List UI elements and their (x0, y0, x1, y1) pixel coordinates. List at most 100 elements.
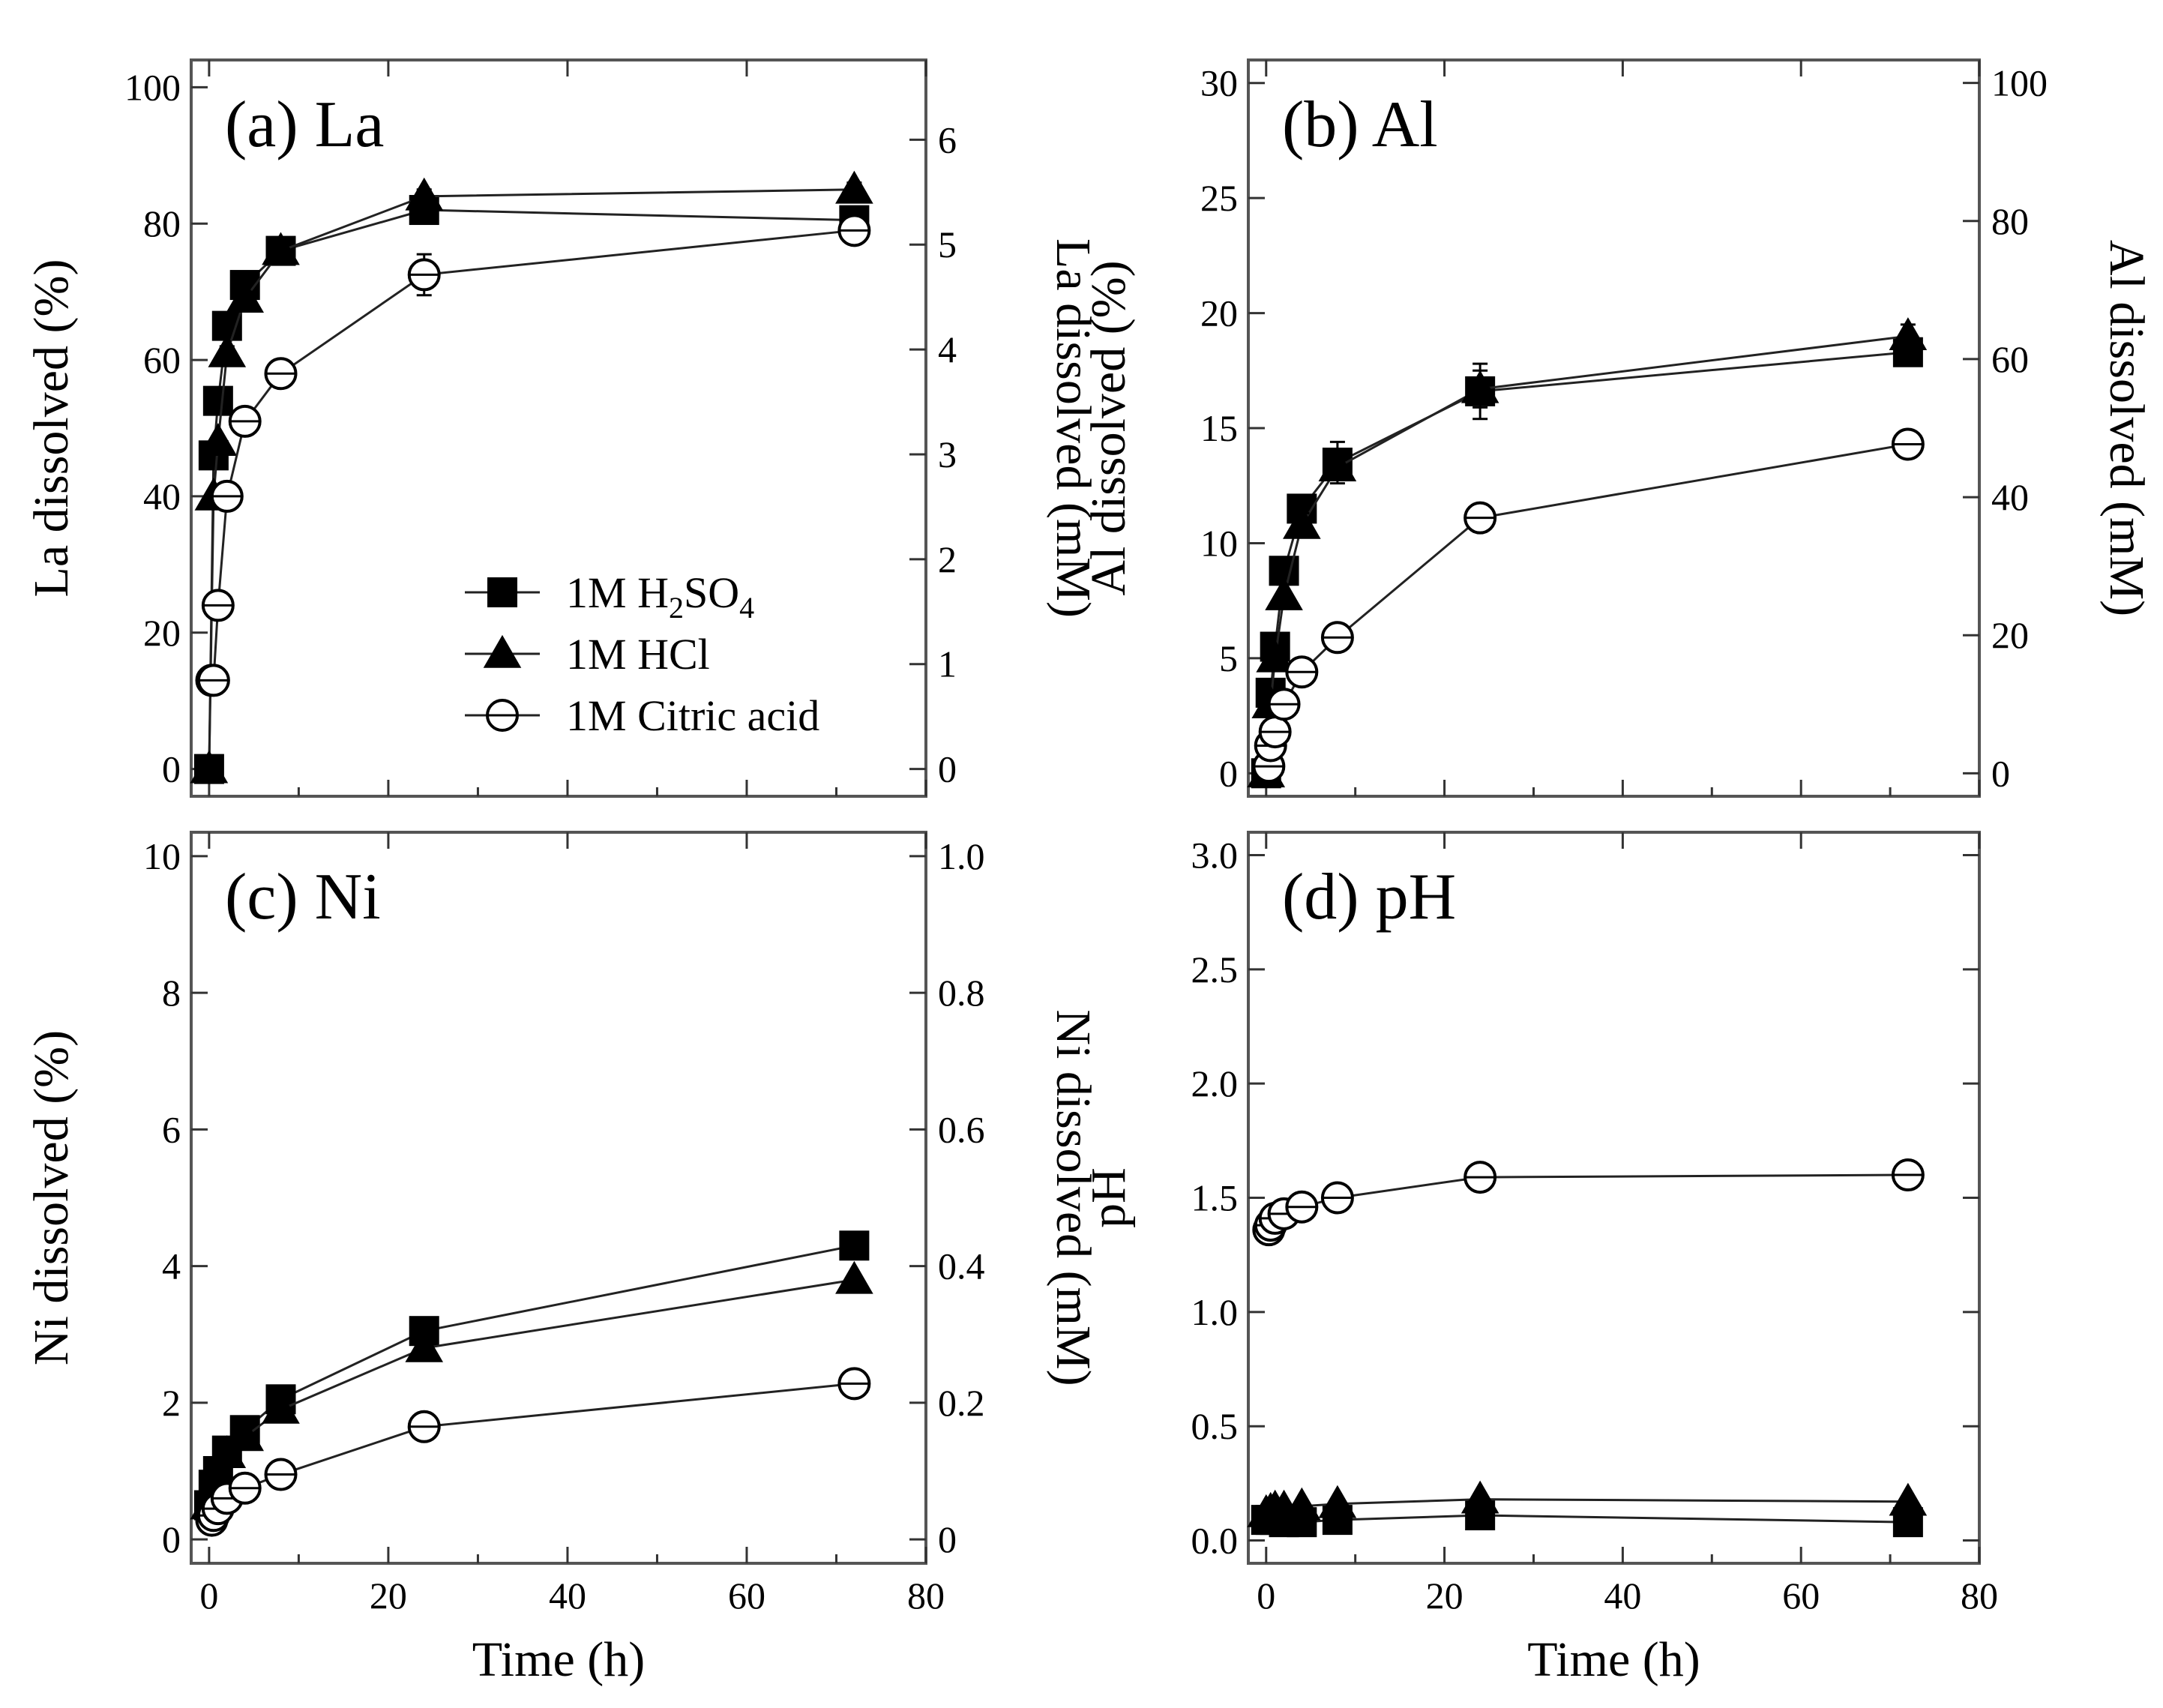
series-line (208, 208, 855, 769)
data-point (405, 1329, 444, 1362)
plot-frame (190, 831, 927, 1565)
series-square (1251, 1500, 1923, 1538)
plot-frame (1247, 831, 1981, 1565)
y-tick-label: 8 (162, 972, 181, 1014)
x-tick-label: 0 (199, 1575, 218, 1617)
data-point (1460, 1480, 1499, 1514)
y2-tick-label: 0.8 (938, 972, 985, 1014)
y-tick-label: 5 (1219, 637, 1238, 679)
y-tick-label: 20 (1200, 292, 1238, 334)
data-point (199, 1455, 238, 1489)
panel-title: (d) pH (1282, 861, 1456, 933)
series-line (1266, 1514, 1908, 1524)
data-point (262, 1390, 300, 1424)
y-tick-label: 4 (162, 1245, 181, 1287)
y2-axis-title: Ni dissolved (mM) (1046, 1009, 1101, 1386)
data-point (1460, 370, 1499, 403)
series-line (1265, 351, 1909, 774)
x-tick-label: 40 (549, 1575, 586, 1617)
data-point (839, 1230, 870, 1261)
x-tick-label: 80 (1961, 1575, 1998, 1617)
data-point (208, 1435, 247, 1469)
y-tick-label: 40 (143, 475, 181, 517)
y2-tick-label: 100 (1991, 62, 2048, 104)
y-tick-label: 0.5 (1191, 1405, 1239, 1447)
panel-title: (c) Ni (225, 861, 381, 933)
legend-label-text: 1M H (566, 568, 669, 617)
x-tick-label: 60 (728, 1575, 765, 1617)
series-circle (195, 1367, 871, 1537)
data-point (1256, 639, 1294, 673)
y2-tick-label: 0 (938, 1518, 957, 1560)
y-tick-label: 0.0 (1191, 1520, 1239, 1562)
legend-label: 1M Citric acid (566, 691, 819, 740)
y2-tick-label: 1 (938, 643, 957, 685)
y2-tick-label: 1.0 (938, 835, 985, 877)
legend-label-text: SO (684, 568, 739, 617)
legend-subscript: 2 (669, 591, 684, 625)
y-tick-label: 6 (162, 1108, 181, 1150)
series-circle (1252, 427, 1925, 784)
y-tick-label: 20 (143, 612, 181, 654)
x-tick-label: 40 (1604, 1575, 1641, 1617)
y2-tick-label: 3 (938, 433, 957, 475)
y2-tick-label: 0 (938, 748, 957, 790)
y-tick-label: 2 (162, 1382, 181, 1424)
y2-tick-label: 0.6 (938, 1108, 985, 1150)
y2-tick-label: 80 (1991, 200, 2029, 242)
x-tick-label: 0 (1257, 1575, 1275, 1617)
data-point (226, 280, 265, 313)
y2-tick-label: 0 (1991, 752, 2010, 794)
y2-tick-label: 5 (938, 223, 957, 265)
x-axis-title: Time (h) (472, 1632, 645, 1687)
y-tick-label: 2.5 (1191, 948, 1239, 990)
y2-tick-label: 6 (938, 118, 957, 160)
y2-tick-label: 2 (938, 538, 957, 580)
series-circle (195, 214, 871, 697)
panel-4: 0 20 40 60 80 0.0 0.5 1.0 1.5 2.0 2.5 3.0 pH Time (h)… (1081, 831, 1998, 1687)
data-point (208, 334, 247, 367)
legend-label-text: 1M HCl (566, 630, 710, 679)
data-point (262, 232, 300, 265)
series-square (1251, 337, 1923, 789)
y-tick-label: 25 (1200, 177, 1238, 219)
y2-tick-label: 20 (1991, 614, 2029, 656)
data-point (405, 177, 444, 211)
series-line (208, 188, 855, 769)
panel-2: 0 5 10 15 20 25 30 0 20 40 60 80 100 Al dissolved (mM… (1081, 58, 2154, 798)
y2-tick-label: 0.4 (938, 1245, 985, 1287)
legend-label-text: 1M Citric acid (566, 691, 819, 740)
panel-3: 0 20 40 60 80 0 2 4 6 8 10 0 0.2 0.4 0.6 0.8 1.0 Ni disso… (24, 831, 1101, 1687)
y-axis-title: pH (1081, 1167, 1136, 1228)
y-tick-label: 10 (143, 835, 181, 877)
y2-axis-title: La dissolved (mM) (1046, 238, 1101, 618)
series-triangle (1247, 317, 1928, 788)
series-triangle (1247, 1480, 1928, 1527)
legend-label: 1M H2SO4 (566, 568, 754, 625)
data-point (1889, 1482, 1928, 1516)
data-point (835, 170, 873, 204)
y-axis-title: Ni dissolved (%) (24, 1030, 79, 1365)
series-line (211, 229, 855, 682)
x-tick-label: 20 (370, 1575, 407, 1617)
legend-subscript: 4 (739, 591, 754, 625)
panel-title: (a) La (225, 88, 384, 161)
data-point (1283, 505, 1321, 539)
data-point (1889, 317, 1928, 351)
y-tick-label: 80 (143, 202, 181, 244)
y-tick-label: 1.0 (1191, 1291, 1239, 1333)
series-line (1266, 1498, 1908, 1515)
y-tick-label: 0 (1219, 752, 1238, 794)
y2-tick-label: 4 (938, 328, 957, 370)
data-point (835, 1260, 873, 1294)
data-point (199, 423, 238, 456)
y-tick-label: 0 (162, 1518, 181, 1560)
y-tick-label: 10 (1200, 522, 1238, 564)
series-line (1267, 1173, 1908, 1230)
y-axis-title: Al dissolved (%) (1081, 260, 1136, 595)
y-tick-label: 100 (124, 66, 181, 108)
y-tick-label: 15 (1200, 407, 1238, 449)
data-point (1283, 1487, 1321, 1521)
legend: 1M H2SO4 1M HCl 1M Citric acid (465, 568, 819, 740)
